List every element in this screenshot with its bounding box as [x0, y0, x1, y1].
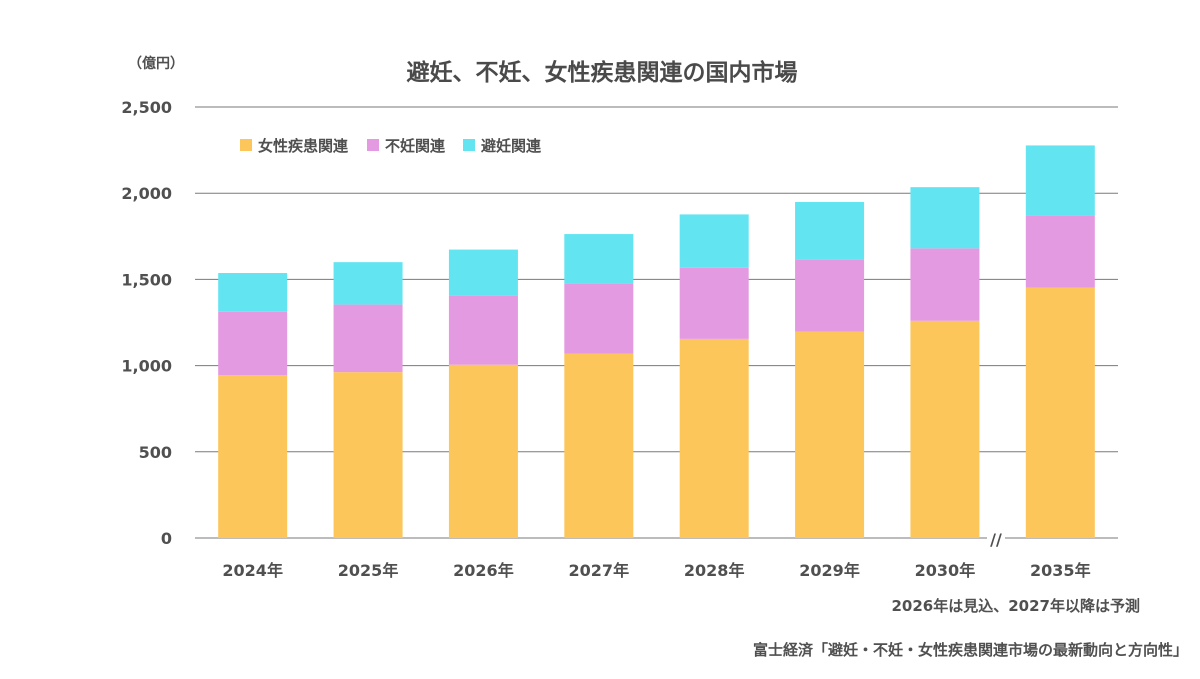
axis-break: //: [987, 530, 1005, 549]
bar-segment: [218, 311, 288, 376]
legend: 女性疾患関連 不妊関連 避妊関連: [240, 137, 542, 155]
legend-label: 避妊関連: [481, 137, 542, 155]
x-tick-label: 2024年: [222, 561, 283, 580]
bar-segment: [564, 234, 634, 284]
bar-segment: [1025, 145, 1095, 216]
x-tick-label: 2029年: [799, 561, 860, 580]
legend-label: 不妊関連: [385, 137, 446, 155]
y-tick-label: 1,500: [121, 270, 172, 289]
legend-swatch: [463, 139, 475, 151]
y-tick-label: 1,000: [121, 357, 172, 376]
bar-segment: [218, 375, 288, 538]
x-tick-label: 2027年: [569, 561, 630, 580]
bars: [218, 145, 1095, 538]
bar-segment: [333, 372, 403, 538]
y-tick-label: 2,000: [121, 184, 172, 203]
y-tick-label: 2,500: [121, 98, 172, 117]
legend-label: 女性疾患関連: [258, 137, 349, 155]
bar-segment: [795, 331, 865, 538]
bar-segment: [910, 248, 980, 321]
y-tick-label: 0: [161, 529, 172, 548]
bar-segment: [679, 214, 749, 268]
x-tick-label: 2025年: [338, 561, 399, 580]
x-tick-label: 2035年: [1030, 561, 1091, 580]
bar-segment: [564, 283, 634, 354]
legend-swatch: [240, 139, 252, 151]
bar-segment: [679, 338, 749, 538]
x-tick-label: 2026年: [453, 561, 514, 580]
bar-segment: [448, 364, 518, 538]
axis-break-symbol: //: [990, 530, 1002, 549]
y-tick-label: 500: [139, 443, 172, 462]
bar-segment: [218, 273, 288, 312]
bar-segment: [795, 201, 865, 260]
x-tick-label: 2028年: [684, 561, 745, 580]
forecast-note: 2026年は見込、2027年以降は予測: [892, 597, 1141, 615]
tick-labels: 0 500 1,000 1,500 2,000 2,500 2024年 2025年 2026年 2…: [121, 98, 1090, 580]
bar-segment: [333, 262, 403, 305]
bar-segment: [448, 295, 518, 365]
bar-segment: [1025, 215, 1095, 288]
legend-swatch: [367, 139, 379, 151]
x-tick-label: 2030年: [915, 561, 976, 580]
bar-segment: [910, 320, 980, 538]
bar-segment: [564, 353, 634, 538]
bar-segment: [1025, 287, 1095, 538]
bar-segment: [448, 249, 518, 296]
axis-break-gap: [987, 532, 1005, 544]
source-note: 富士経済「避妊・不妊・女性疾患関連市場の最新動向と方向性」: [753, 641, 1188, 659]
bar-segment: [679, 267, 749, 339]
y-axis-unit-label: （億円）: [128, 55, 184, 72]
gridlines: [195, 106, 1118, 539]
bar-segment: [910, 187, 980, 249]
bar-segment: [333, 304, 403, 373]
chart-title: 避妊、不妊、女性疾患関連の国内市場: [407, 59, 798, 86]
bar-segment: [795, 259, 865, 332]
